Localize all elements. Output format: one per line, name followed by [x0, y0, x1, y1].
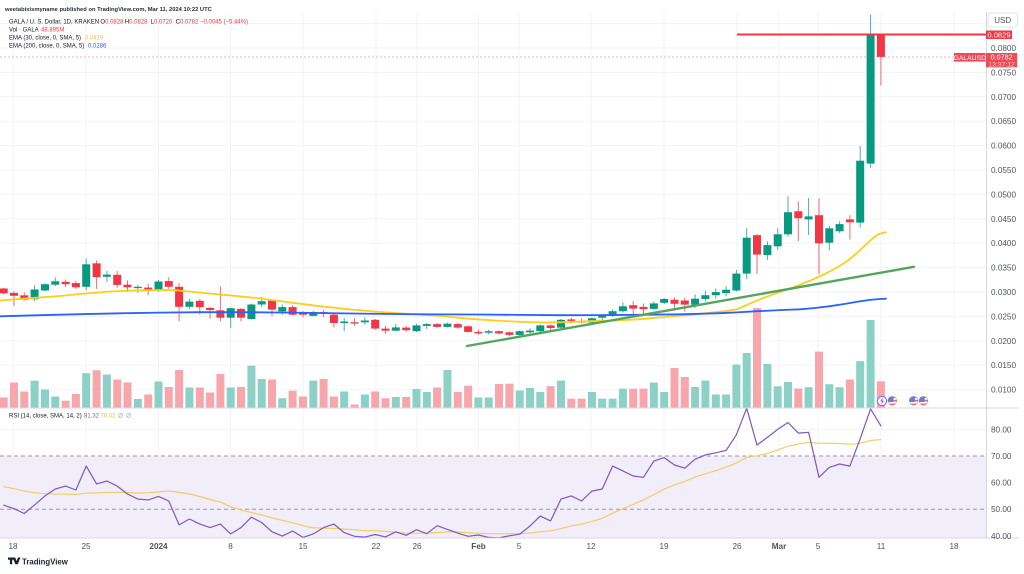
svg-text:50.00: 50.00: [991, 505, 1012, 514]
svg-text:13:37:12: 13:37:12: [988, 61, 1015, 68]
svg-text:0.0500: 0.0500: [991, 190, 1016, 199]
svg-text:0.0150: 0.0150: [991, 361, 1016, 370]
svg-text:80.00: 80.00: [991, 425, 1012, 434]
svg-text:EMA (200, close, 0, SMA, 5)0.0: EMA (200, close, 0, SMA, 5) 0.0286: [9, 44, 107, 50]
svg-text:26: 26: [412, 542, 422, 551]
svg-text:USD: USD: [994, 16, 1011, 25]
svg-text:0.0700: 0.0700: [991, 93, 1016, 102]
svg-text:Mar: Mar: [772, 542, 787, 551]
svg-text:18: 18: [949, 542, 959, 551]
svg-text:0.0450: 0.0450: [991, 215, 1016, 224]
svg-text:0.0750: 0.0750: [991, 68, 1016, 77]
svg-text:12: 12: [586, 542, 596, 551]
svg-text:0.0800: 0.0800: [991, 44, 1016, 53]
svg-text:0.0250: 0.0250: [991, 312, 1016, 321]
svg-text:5: 5: [816, 542, 821, 551]
svg-text:15: 15: [298, 542, 308, 551]
svg-text:26: 26: [732, 542, 742, 551]
svg-text:40.00: 40.00: [991, 532, 1012, 541]
svg-text:0.0829: 0.0829: [987, 30, 1010, 39]
svg-text:0.0400: 0.0400: [991, 239, 1016, 248]
svg-text:weetabixismyname published on: weetabixismyname published on TradingVie…: [4, 7, 213, 13]
svg-text:0.0550: 0.0550: [991, 166, 1016, 175]
svg-text:0.0782: 0.0782: [991, 52, 1013, 61]
svg-text:22: 22: [371, 542, 381, 551]
svg-text:TradingView: TradingView: [22, 558, 69, 567]
svg-text:0.0300: 0.0300: [991, 288, 1016, 297]
svg-text:18: 18: [8, 542, 18, 551]
svg-text:19: 19: [659, 542, 669, 551]
svg-text:25: 25: [81, 542, 91, 551]
svg-text:8: 8: [228, 542, 233, 551]
svg-text:0.0350: 0.0350: [991, 264, 1016, 273]
svg-text:70.00: 70.00: [991, 452, 1012, 461]
svg-text:0.0600: 0.0600: [991, 142, 1016, 151]
svg-text:RSI (14, close, SMA, 14, 2)81.: RSI (14, close, SMA, 14, 2) 81.3276.02 ∅ ∅: [9, 413, 131, 420]
svg-text:0.0200: 0.0200: [991, 337, 1016, 346]
svg-text:2024: 2024: [149, 542, 168, 551]
svg-text:0.0650: 0.0650: [991, 117, 1016, 126]
svg-text:Feb: Feb: [471, 542, 486, 551]
svg-text:0.0100: 0.0100: [991, 386, 1016, 395]
svg-text:EMA (30, close, 0, SMA, 5)0.04: EMA (30, close, 0, SMA, 5) 0.0419: [9, 36, 104, 42]
svg-text:11: 11: [877, 542, 886, 551]
svg-text:5: 5: [517, 542, 522, 551]
svg-text:GALAUSD: GALAUSD: [954, 55, 987, 62]
svg-text:GALA / U. S. Dollar, 1D, KRAKE: GALA / U. S. Dollar, 1D, KRAKENO0.0828H0…: [9, 20, 248, 26]
svg-text:60.00: 60.00: [991, 479, 1012, 488]
